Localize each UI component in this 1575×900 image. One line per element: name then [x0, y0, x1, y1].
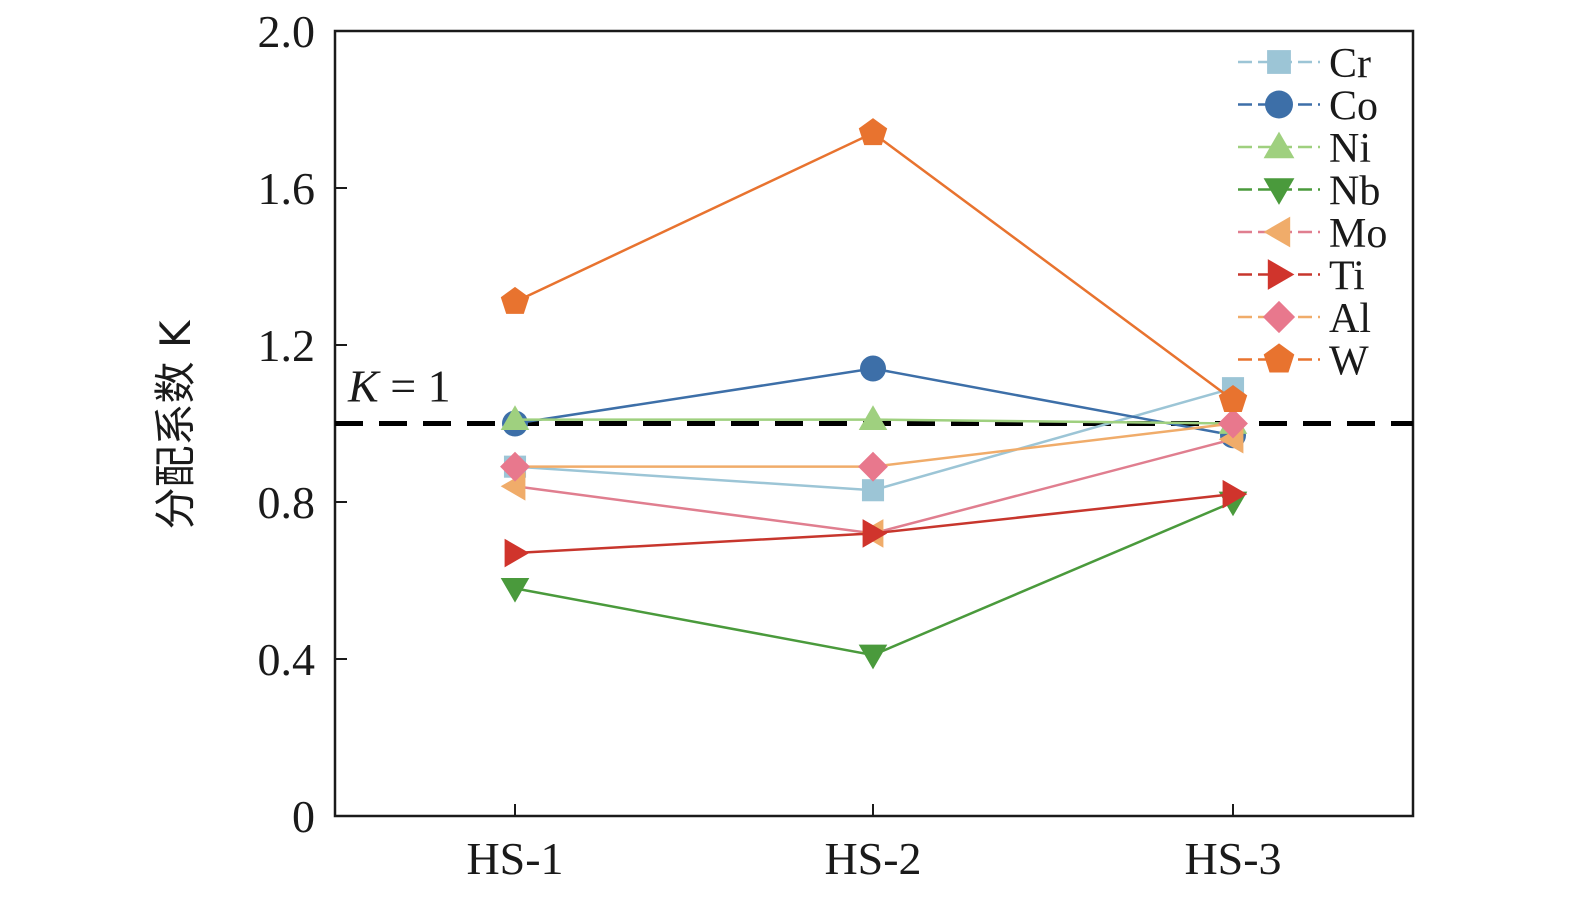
data-point-ti	[862, 519, 888, 548]
reference-line-label: K = 1	[347, 361, 451, 412]
data-point-w	[1218, 385, 1248, 413]
data-point-al	[858, 451, 888, 482]
legend-marker-al	[1262, 300, 1296, 334]
legend-label-cr: Cr	[1329, 41, 1371, 87]
legend-label-ni: Ni	[1329, 126, 1371, 172]
data-point-ti	[504, 538, 530, 568]
legend-label-w: W	[1329, 339, 1369, 385]
legend-marker-cr	[1267, 50, 1291, 74]
legend-marker-ti	[1267, 259, 1295, 290]
legend-label-co: Co	[1329, 84, 1378, 130]
legend-marker-nb	[1263, 178, 1295, 205]
series-line-ti	[514, 492, 1234, 555]
legend-label-al: Al	[1329, 296, 1371, 342]
legend-marker-co	[1265, 90, 1293, 119]
y-tick-label: 0.4	[258, 634, 316, 685]
data-point-mo	[500, 472, 526, 501]
data-point-nb	[500, 577, 530, 603]
data-point-nb	[858, 644, 888, 670]
data-point-co	[860, 355, 886, 382]
legend-marker-ni	[1263, 131, 1295, 159]
y-tick-label: 0.8	[258, 477, 316, 528]
legend-marker-mo	[1263, 216, 1291, 248]
legend-label-mo: Mo	[1329, 211, 1387, 257]
y-tick-label: 2.0	[258, 6, 316, 57]
data-point-cr	[861, 479, 885, 502]
y-tick-label: 1.2	[258, 320, 316, 371]
x-tick-label: HS-1	[466, 833, 563, 884]
x-tick-label: HS-2	[824, 833, 921, 884]
data-point-al	[500, 451, 530, 482]
data-point-ti	[1222, 479, 1248, 509]
data-point-ni	[500, 405, 530, 430]
y-tick-label: 0	[292, 791, 315, 842]
series-group	[500, 118, 1248, 670]
data-point-w	[858, 118, 888, 146]
legend-label-nb: Nb	[1329, 169, 1380, 215]
data-point-al	[1218, 408, 1248, 439]
x-tick-label: HS-3	[1184, 833, 1281, 884]
data-point-ni	[858, 405, 888, 430]
legend-marker-w	[1263, 343, 1295, 373]
data-point-w	[500, 286, 530, 314]
legend-label-ti: Ti	[1329, 254, 1365, 300]
y-tick-label: 1.6	[258, 163, 316, 214]
y-axis-title: 分配系数 K	[151, 319, 200, 529]
